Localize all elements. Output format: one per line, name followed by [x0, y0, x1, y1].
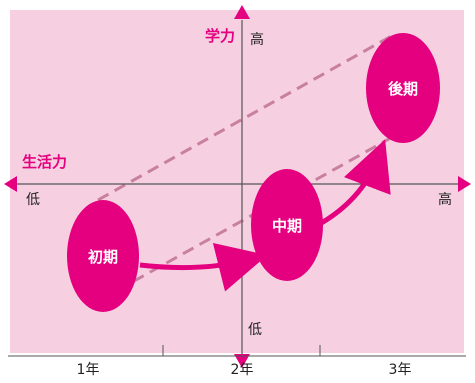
arrow-middle-to-late	[316, 139, 391, 228]
stage-late-label: 後期	[387, 80, 418, 98]
arrow-early-to-middle	[139, 243, 268, 292]
timeline-label-year3: 3年	[389, 362, 412, 378]
top-label-high: 高	[250, 31, 264, 48]
vertical-axis-bottom-arrowhead	[234, 354, 250, 368]
stage-middle-ellipse	[251, 169, 323, 281]
timeline-label-year1: 1年	[77, 362, 100, 378]
left-label-low: 低	[26, 192, 40, 208]
stage-middle-label: 中期	[272, 217, 302, 235]
stage-early-ellipse	[67, 200, 139, 312]
vertical-axis-title: 学力	[205, 27, 235, 45]
stage-early-label: 初期	[88, 248, 118, 266]
vertical-axis-top-arrowhead	[234, 5, 250, 19]
bottom-label-low: 低	[248, 322, 262, 338]
right-label-high: 高	[438, 191, 452, 208]
horizontal-axis-left-arrowhead	[4, 176, 17, 192]
horizontal-axis-title: 生活力	[22, 153, 67, 171]
stage-late-ellipse	[366, 33, 440, 143]
horizontal-axis-right-arrowhead	[458, 176, 471, 192]
timeline-label-year2: 2年	[231, 362, 254, 378]
